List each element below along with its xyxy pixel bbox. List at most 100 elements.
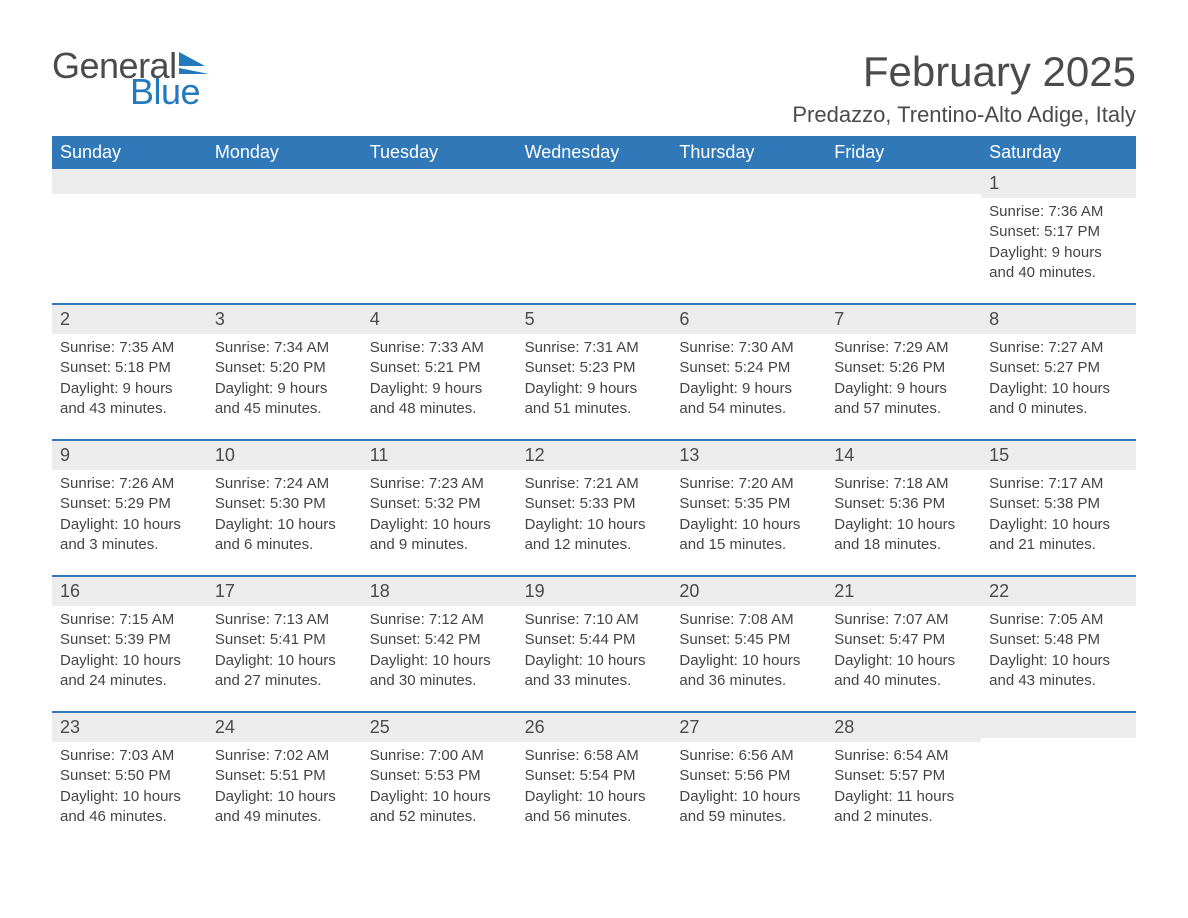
day-number: 8	[981, 305, 1136, 334]
sunset-text: Sunset: 5:35 PM	[679, 494, 818, 514]
header-block: General Blue February 2025 Predazzo, Tre…	[52, 48, 1136, 128]
daylight-text: Daylight: 11 hours and 2 minutes.	[834, 787, 973, 828]
daylight-text: Daylight: 10 hours and 46 minutes.	[60, 787, 199, 828]
daylight-text: Daylight: 9 hours and 57 minutes.	[834, 379, 973, 420]
calendar-day: 21Sunrise: 7:07 AMSunset: 5:47 PMDayligh…	[826, 577, 981, 697]
day-number: 18	[362, 577, 517, 606]
calendar-day: 2Sunrise: 7:35 AMSunset: 5:18 PMDaylight…	[52, 305, 207, 425]
day-number: 2	[52, 305, 207, 334]
day-number: 22	[981, 577, 1136, 606]
calendar-day: 1Sunrise: 7:36 AMSunset: 5:17 PMDaylight…	[981, 169, 1136, 289]
day-details	[517, 194, 672, 204]
sunset-text: Sunset: 5:44 PM	[525, 630, 664, 650]
day-number: 19	[517, 577, 672, 606]
col-header-thursday: Thursday	[671, 136, 826, 169]
day-number: 14	[826, 441, 981, 470]
calendar-day: 25Sunrise: 7:00 AMSunset: 5:53 PMDayligh…	[362, 713, 517, 833]
day-number	[981, 713, 1136, 738]
day-details: Sunrise: 7:20 AMSunset: 5:35 PMDaylight:…	[671, 470, 826, 561]
sunrise-text: Sunrise: 7:31 AM	[525, 338, 664, 358]
sunrise-text: Sunrise: 7:23 AM	[370, 474, 509, 494]
calendar-day: 6Sunrise: 7:30 AMSunset: 5:24 PMDaylight…	[671, 305, 826, 425]
daylight-text: Daylight: 10 hours and 9 minutes.	[370, 515, 509, 556]
daylight-text: Daylight: 10 hours and 24 minutes.	[60, 651, 199, 692]
sunset-text: Sunset: 5:53 PM	[370, 766, 509, 786]
sunrise-text: Sunrise: 7:07 AM	[834, 610, 973, 630]
day-number: 15	[981, 441, 1136, 470]
day-number: 3	[207, 305, 362, 334]
day-number: 6	[671, 305, 826, 334]
day-details: Sunrise: 7:03 AMSunset: 5:50 PMDaylight:…	[52, 742, 207, 833]
sunset-text: Sunset: 5:48 PM	[989, 630, 1128, 650]
day-number	[362, 169, 517, 194]
day-number: 11	[362, 441, 517, 470]
day-details: Sunrise: 7:15 AMSunset: 5:39 PMDaylight:…	[52, 606, 207, 697]
col-header-tuesday: Tuesday	[362, 136, 517, 169]
sunrise-text: Sunrise: 7:05 AM	[989, 610, 1128, 630]
daylight-text: Daylight: 10 hours and 56 minutes.	[525, 787, 664, 828]
daylight-text: Daylight: 10 hours and 52 minutes.	[370, 787, 509, 828]
calendar-day: 22Sunrise: 7:05 AMSunset: 5:48 PMDayligh…	[981, 577, 1136, 697]
calendar-day: 26Sunrise: 6:58 AMSunset: 5:54 PMDayligh…	[517, 713, 672, 833]
daylight-text: Daylight: 10 hours and 21 minutes.	[989, 515, 1128, 556]
day-details: Sunrise: 7:23 AMSunset: 5:32 PMDaylight:…	[362, 470, 517, 561]
sunset-text: Sunset: 5:30 PM	[215, 494, 354, 514]
sunrise-text: Sunrise: 7:12 AM	[370, 610, 509, 630]
daylight-text: Daylight: 10 hours and 6 minutes.	[215, 515, 354, 556]
sunrise-text: Sunrise: 7:24 AM	[215, 474, 354, 494]
calendar: Sunday Monday Tuesday Wednesday Thursday…	[52, 136, 1136, 833]
calendar-day: 16Sunrise: 7:15 AMSunset: 5:39 PMDayligh…	[52, 577, 207, 697]
sunrise-text: Sunrise: 7:18 AM	[834, 474, 973, 494]
day-number: 28	[826, 713, 981, 742]
daylight-text: Daylight: 9 hours and 48 minutes.	[370, 379, 509, 420]
sunset-text: Sunset: 5:39 PM	[60, 630, 199, 650]
day-details: Sunrise: 7:24 AMSunset: 5:30 PMDaylight:…	[207, 470, 362, 561]
calendar-day: 10Sunrise: 7:24 AMSunset: 5:30 PMDayligh…	[207, 441, 362, 561]
day-details: Sunrise: 7:18 AMSunset: 5:36 PMDaylight:…	[826, 470, 981, 561]
sunset-text: Sunset: 5:45 PM	[679, 630, 818, 650]
day-details: Sunrise: 7:12 AMSunset: 5:42 PMDaylight:…	[362, 606, 517, 697]
sunrise-text: Sunrise: 6:56 AM	[679, 746, 818, 766]
calendar-day: 24Sunrise: 7:02 AMSunset: 5:51 PMDayligh…	[207, 713, 362, 833]
sunrise-text: Sunrise: 7:34 AM	[215, 338, 354, 358]
sunset-text: Sunset: 5:51 PM	[215, 766, 354, 786]
day-number: 24	[207, 713, 362, 742]
sunset-text: Sunset: 5:57 PM	[834, 766, 973, 786]
location-subtitle: Predazzo, Trentino-Alto Adige, Italy	[792, 102, 1136, 128]
daylight-text: Daylight: 10 hours and 3 minutes.	[60, 515, 199, 556]
sunset-text: Sunset: 5:29 PM	[60, 494, 199, 514]
sunrise-text: Sunrise: 7:26 AM	[60, 474, 199, 494]
calendar-week: 1Sunrise: 7:36 AMSunset: 5:17 PMDaylight…	[52, 169, 1136, 289]
logo: General Blue	[52, 48, 211, 110]
calendar-day	[671, 169, 826, 289]
month-title: February 2025	[792, 48, 1136, 96]
day-number: 9	[52, 441, 207, 470]
daylight-text: Daylight: 10 hours and 40 minutes.	[834, 651, 973, 692]
sunset-text: Sunset: 5:54 PM	[525, 766, 664, 786]
day-number: 23	[52, 713, 207, 742]
col-header-monday: Monday	[207, 136, 362, 169]
day-number	[52, 169, 207, 194]
sunset-text: Sunset: 5:36 PM	[834, 494, 973, 514]
day-number: 1	[981, 169, 1136, 198]
daylight-text: Daylight: 10 hours and 15 minutes.	[679, 515, 818, 556]
sunrise-text: Sunrise: 7:00 AM	[370, 746, 509, 766]
sunrise-text: Sunrise: 7:10 AM	[525, 610, 664, 630]
day-number: 20	[671, 577, 826, 606]
day-details	[671, 194, 826, 204]
calendar-day: 28Sunrise: 6:54 AMSunset: 5:57 PMDayligh…	[826, 713, 981, 833]
sunset-text: Sunset: 5:21 PM	[370, 358, 509, 378]
sunrise-text: Sunrise: 7:21 AM	[525, 474, 664, 494]
daylight-text: Daylight: 10 hours and 59 minutes.	[679, 787, 818, 828]
day-details: Sunrise: 7:33 AMSunset: 5:21 PMDaylight:…	[362, 334, 517, 425]
calendar-day: 9Sunrise: 7:26 AMSunset: 5:29 PMDaylight…	[52, 441, 207, 561]
calendar-week: 9Sunrise: 7:26 AMSunset: 5:29 PMDaylight…	[52, 439, 1136, 561]
sunrise-text: Sunrise: 7:02 AM	[215, 746, 354, 766]
day-details: Sunrise: 7:35 AMSunset: 5:18 PMDaylight:…	[52, 334, 207, 425]
day-details: Sunrise: 7:26 AMSunset: 5:29 PMDaylight:…	[52, 470, 207, 561]
calendar-day: 4Sunrise: 7:33 AMSunset: 5:21 PMDaylight…	[362, 305, 517, 425]
day-details: Sunrise: 7:36 AMSunset: 5:17 PMDaylight:…	[981, 198, 1136, 289]
day-details	[207, 194, 362, 204]
daylight-text: Daylight: 9 hours and 40 minutes.	[989, 243, 1128, 284]
calendar-day	[517, 169, 672, 289]
